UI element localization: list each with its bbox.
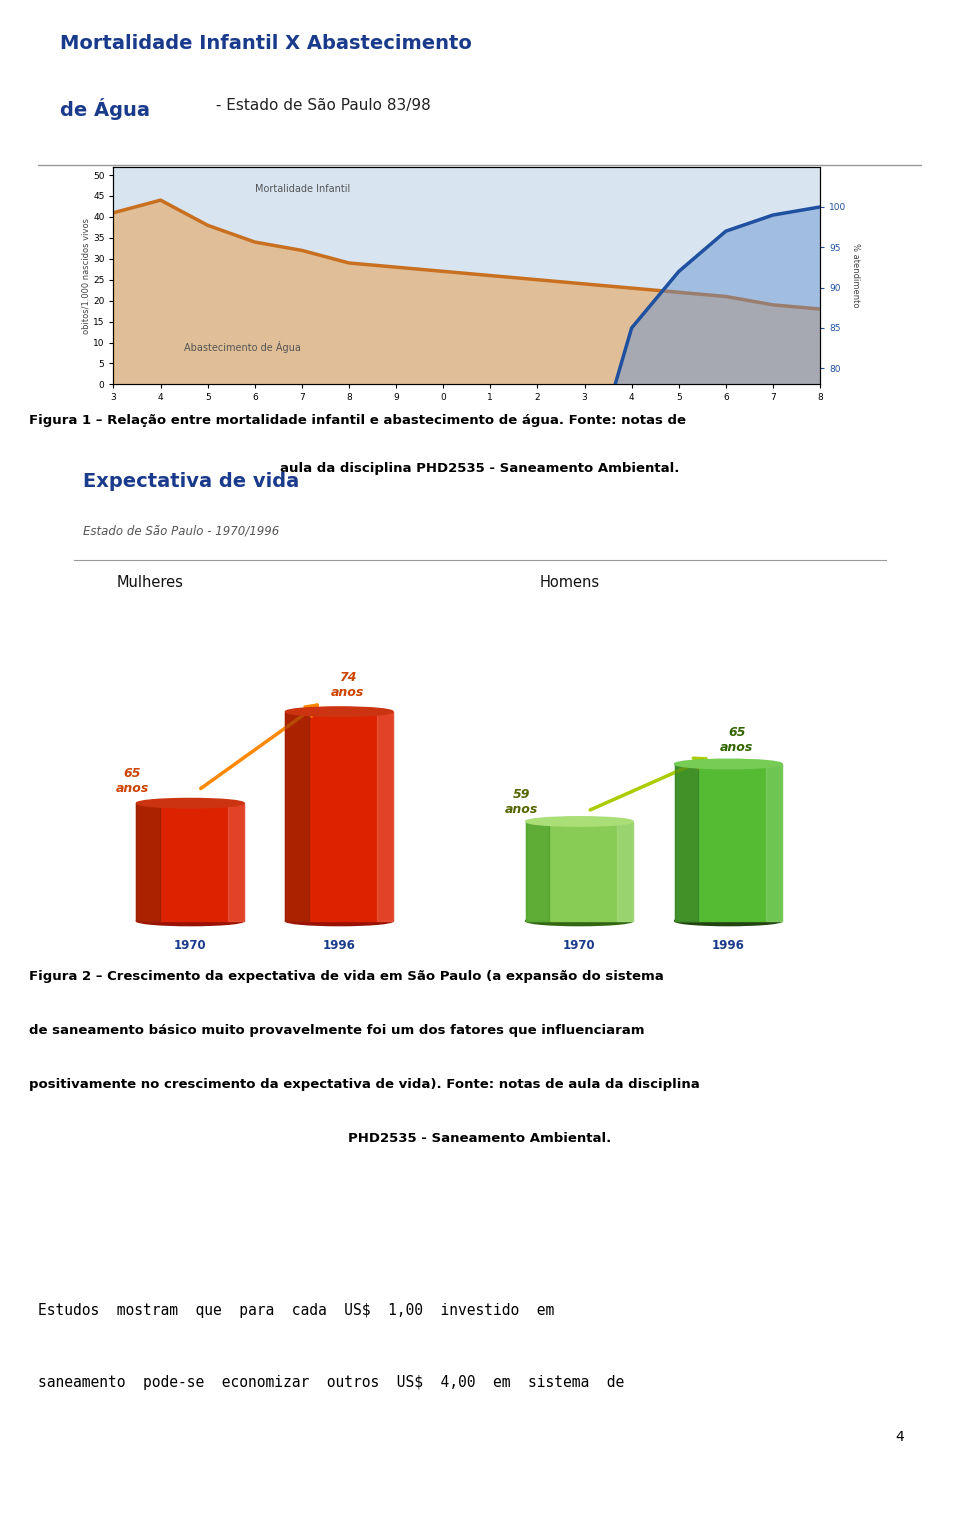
Text: - Estado de São Paulo 83/98: - Estado de São Paulo 83/98: [210, 98, 430, 114]
Text: 1970: 1970: [563, 939, 595, 953]
Bar: [136, 803, 160, 921]
Text: positivamente no crescimento da expectativa de vida). Fonte: notas de aula da di: positivamente no crescimento da expectat…: [29, 1077, 700, 1091]
Bar: [285, 712, 309, 921]
Text: PHD2535 - Saneamento Ambiental.: PHD2535 - Saneamento Ambiental.: [348, 1132, 612, 1144]
Y-axis label: obitos/1.000 nascidos vivos: obitos/1.000 nascidos vivos: [82, 218, 90, 333]
Bar: [675, 764, 698, 921]
Text: Mulheres: Mulheres: [117, 574, 183, 589]
Text: 59
anos: 59 anos: [505, 788, 539, 817]
Ellipse shape: [525, 817, 634, 826]
Bar: [228, 803, 244, 921]
Bar: [525, 821, 634, 921]
Ellipse shape: [675, 917, 782, 926]
Ellipse shape: [525, 917, 634, 926]
Text: de Água: de Água: [60, 98, 151, 121]
Text: 74
anos: 74 anos: [331, 671, 364, 698]
Text: 65
anos: 65 anos: [720, 726, 754, 753]
Ellipse shape: [136, 798, 244, 807]
Y-axis label: % atendimento: % atendimento: [852, 244, 860, 308]
Bar: [525, 821, 549, 921]
Bar: [675, 764, 782, 921]
Ellipse shape: [285, 708, 393, 717]
Bar: [136, 803, 244, 921]
Text: saneamento  pode-se  economizar  outros  US$  4,00  em  sistema  de: saneamento pode-se economizar outros US$…: [38, 1376, 625, 1389]
Bar: [617, 821, 634, 921]
Ellipse shape: [285, 917, 393, 926]
Ellipse shape: [136, 917, 244, 926]
Text: 1996: 1996: [712, 939, 745, 953]
Text: Estudos  mostram  que  para  cada  US$  1,00  investido  em: Estudos mostram que para cada US$ 1,00 i…: [38, 1303, 555, 1318]
Bar: [766, 764, 782, 921]
Text: 1996: 1996: [323, 939, 356, 953]
Text: 65
anos: 65 anos: [115, 768, 149, 795]
Text: Abastecimento de Água: Abastecimento de Água: [184, 341, 301, 353]
Text: Homens: Homens: [540, 574, 599, 589]
Text: 4: 4: [896, 1430, 904, 1444]
Text: Figura 1 – Relação entre mortalidade infantil e abastecimento de água. Fonte: no: Figura 1 – Relação entre mortalidade inf…: [29, 414, 685, 427]
Text: Expectativa de vida: Expectativa de vida: [83, 473, 300, 491]
Text: Estado de São Paulo - 1970/1996: Estado de São Paulo - 1970/1996: [83, 524, 279, 538]
Bar: [377, 712, 393, 921]
Ellipse shape: [675, 759, 782, 768]
Text: Figura 2 – Crescimento da expectativa de vida em São Paulo (a expansão do sistem: Figura 2 – Crescimento da expectativa de…: [29, 970, 663, 983]
Text: aula da disciplina PHD2535 - Saneamento Ambiental.: aula da disciplina PHD2535 - Saneamento …: [280, 462, 680, 474]
Text: Mortalidade Infantil X Abastecimento: Mortalidade Infantil X Abastecimento: [60, 33, 472, 53]
Bar: [285, 712, 393, 921]
Text: Mortalidade Infantil: Mortalidade Infantil: [254, 183, 350, 194]
Text: 1970: 1970: [174, 939, 206, 953]
Text: de saneamento básico muito provavelmente foi um dos fatores que influenciaram: de saneamento básico muito provavelmente…: [29, 1024, 644, 1036]
